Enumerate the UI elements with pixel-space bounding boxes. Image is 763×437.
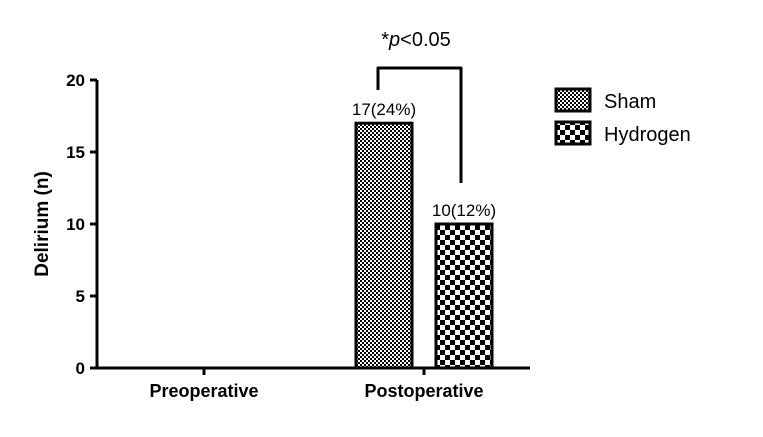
bar-sham-postoperative — [354, 121, 414, 370]
legend-swatch-hydrogen — [554, 120, 592, 146]
y-tick-label: 15 — [66, 143, 85, 162]
x-tick-label: Postoperative — [364, 381, 483, 401]
legend-label-sham: Sham — [604, 91, 656, 113]
y-tick-label: 0 — [76, 359, 85, 378]
y-ticks: 0 5 10 15 20 — [66, 71, 97, 378]
data-label: 10(12%) — [432, 201, 496, 220]
y-axis-label: Delirium (n) — [32, 171, 53, 277]
legend-swatch-sham — [554, 87, 592, 113]
significance-prefix: * — [381, 29, 389, 51]
y-tick-label: 20 — [66, 71, 85, 90]
data-label: 17(24%) — [352, 100, 416, 119]
y-tick-label: 5 — [76, 287, 85, 306]
legend-label-hydrogen: Hydrogen — [604, 124, 691, 146]
significance-threshold: <0.05 — [400, 29, 451, 51]
significance-bracket: *p<0.05 — [376, 29, 463, 183]
bars — [354, 121, 494, 370]
significance-p: p — [388, 29, 400, 51]
x-ticks: Preoperative Postoperative — [149, 368, 484, 401]
significance-bracket-line — [376, 66, 463, 183]
data-labels: 17(24%) 10(12%) — [352, 100, 496, 220]
legend: Sham Hydrogen — [554, 87, 691, 146]
x-tick-label: Preoperative — [149, 381, 258, 401]
bar-hydrogen-postoperative — [434, 222, 494, 370]
y-tick-label: 10 — [66, 215, 85, 234]
significance-label: *p<0.05 — [381, 29, 451, 51]
